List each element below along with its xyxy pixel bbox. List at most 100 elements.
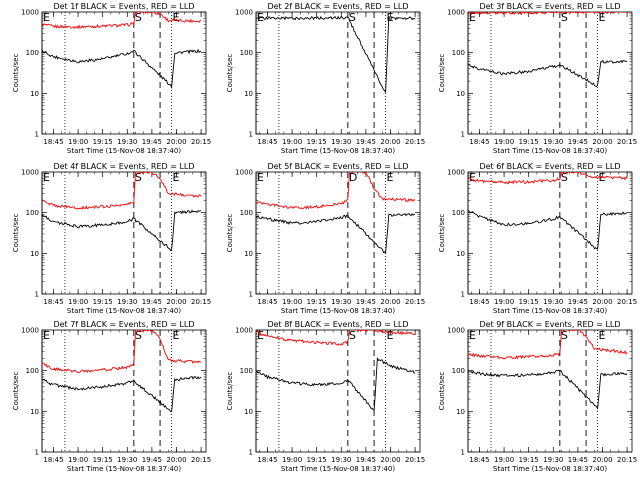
marker-label: E	[257, 171, 264, 184]
x-tick-label: 20:15	[405, 298, 425, 306]
y-tick-label: 1000	[447, 327, 465, 335]
panel-det-1: Det 1f BLACK = Events, RED = LLD 1 10 100 10…	[12, 2, 211, 155]
panel-title: Det 9f BLACK = Events, RED = LLD	[479, 320, 620, 329]
x-tick-label: 20:15	[405, 138, 425, 146]
x-tick-label: 19:00	[494, 456, 514, 464]
series-lld-line	[468, 330, 628, 360]
marker-label: E	[469, 329, 476, 342]
y-tick-label: 1	[249, 449, 253, 457]
marker-label: S	[349, 329, 356, 342]
y-tick-label: 10	[456, 408, 465, 416]
x-tick-label: 19:00	[494, 298, 514, 306]
panel-det-8: Det 8f BLACK = Events, RED = LLD 1 10 100 10…	[226, 320, 425, 473]
marker-label: E	[599, 329, 606, 342]
marker-label: S	[561, 329, 568, 342]
x-tick-label: 18:45	[469, 298, 489, 306]
panel-title: Det 1f BLACK = Events, RED = LLD	[53, 2, 194, 11]
x-tick-label: 19:30	[117, 298, 137, 306]
x-tick-label: 20:15	[405, 456, 425, 464]
x-tick-label: 19:45	[356, 298, 376, 306]
marker-label: S	[135, 11, 142, 24]
x-axis-label: Start Time (15-Nov-08 18:37:40)	[493, 307, 607, 315]
panel-det-5: Det 5f BLACK = Events, RED = LLD 1 10 100 10…	[226, 162, 425, 315]
series-events-line	[256, 212, 416, 255]
y-tick-label: 100	[452, 209, 465, 217]
y-axis-label: Counts/sec	[226, 54, 234, 93]
x-axis-label: Start Time (15-Nov-08 18:37:40)	[493, 465, 607, 473]
marker-label: S	[135, 329, 142, 342]
marker-label: E	[173, 329, 180, 342]
marker-label: E	[173, 11, 180, 24]
x-tick-label: 19:45	[142, 298, 162, 306]
y-tick-label: 1	[35, 449, 39, 457]
x-tick-label: 19:30	[117, 456, 137, 464]
marker-label: E	[469, 11, 476, 24]
marker-label: E	[387, 171, 394, 184]
plot-frame	[467, 11, 633, 135]
y-tick-label: 100	[240, 367, 253, 375]
marker-label: D	[349, 171, 357, 184]
x-tick-label: 19:30	[117, 138, 137, 146]
y-tick-label: 10	[30, 250, 39, 258]
series-lld-line	[42, 12, 202, 30]
panel-det-9: Det 9f BLACK = Events, RED = LLD 1 10 100 10…	[438, 320, 637, 473]
y-tick-label: 1000	[447, 169, 465, 177]
plot-frame	[41, 11, 207, 135]
x-tick-label: 19:15	[519, 298, 539, 306]
panel-det-3: Det 3f BLACK = Events, RED = LLD 1 10 100 10…	[438, 2, 637, 155]
x-tick-label: 19:15	[93, 298, 113, 306]
panel-det-4: Det 4f BLACK = Events, RED = LLD 1 10 100 10…	[12, 162, 211, 315]
x-tick-label: 19:15	[307, 456, 327, 464]
x-tick-label: 19:30	[331, 298, 351, 306]
marker-label: E	[387, 11, 394, 24]
x-tick-label: 19:15	[307, 138, 327, 146]
y-tick-label: 10	[456, 250, 465, 258]
x-tick-label: 19:00	[282, 298, 302, 306]
panel-det-6: Det 6f BLACK = Events, RED = LLD 1 10 100 10…	[438, 162, 637, 315]
x-tick-label: 18:45	[257, 456, 277, 464]
y-axis-label: Counts/sec	[12, 372, 20, 411]
y-tick-label: 100	[452, 367, 465, 375]
series-events-line	[256, 357, 416, 411]
x-axis-label: Start Time (15-Nov-08 18:37:40)	[67, 147, 181, 155]
marker-label: E	[43, 329, 50, 342]
marker-label: E	[173, 171, 180, 184]
y-tick-label: 1	[461, 449, 465, 457]
series-events-line	[468, 369, 628, 410]
y-axis-label: Counts/sec	[438, 372, 446, 411]
x-tick-label: 19:30	[543, 298, 563, 306]
x-tick-label: 20:00	[592, 298, 612, 306]
series-events-line	[468, 59, 628, 88]
x-tick-label: 19:00	[494, 138, 514, 146]
x-axis-label: Start Time (15-Nov-08 18:37:40)	[281, 465, 395, 473]
y-tick-label: 10	[30, 408, 39, 416]
x-tick-label: 20:00	[592, 138, 612, 146]
panel-det-2: Det 2f BLACK = Events, RED = LLD 1 10 100 10…	[226, 2, 425, 155]
marker-label: S	[561, 171, 568, 184]
plot-frame	[467, 329, 633, 453]
plot-frame	[255, 329, 421, 453]
x-tick-label: 19:30	[331, 138, 351, 146]
y-tick-label: 1000	[21, 9, 39, 17]
series-lld-line	[256, 172, 416, 210]
series-lld-line	[468, 172, 628, 185]
y-tick-label: 1	[35, 291, 39, 299]
x-tick-label: 19:15	[93, 456, 113, 464]
y-tick-label: 1000	[235, 327, 253, 335]
y-axis-label: Counts/sec	[438, 214, 446, 253]
x-tick-label: 20:00	[166, 456, 186, 464]
y-axis-label: Counts/sec	[12, 54, 20, 93]
x-tick-label: 20:15	[191, 456, 211, 464]
marker-label: E	[43, 171, 50, 184]
x-axis-label: Start Time (15-Nov-08 18:37:40)	[281, 147, 395, 155]
y-tick-label: 1000	[235, 169, 253, 177]
x-tick-label: 19:00	[282, 138, 302, 146]
x-tick-label: 19:00	[68, 456, 88, 464]
marker-label: E	[387, 329, 394, 342]
x-tick-label: 19:30	[543, 138, 563, 146]
x-tick-label: 19:45	[356, 138, 376, 146]
panel-det-7: Det 7f BLACK = Events, RED = LLD 1 10 100 10…	[12, 320, 211, 473]
x-tick-label: 20:00	[166, 138, 186, 146]
y-tick-label: 1	[461, 291, 465, 299]
